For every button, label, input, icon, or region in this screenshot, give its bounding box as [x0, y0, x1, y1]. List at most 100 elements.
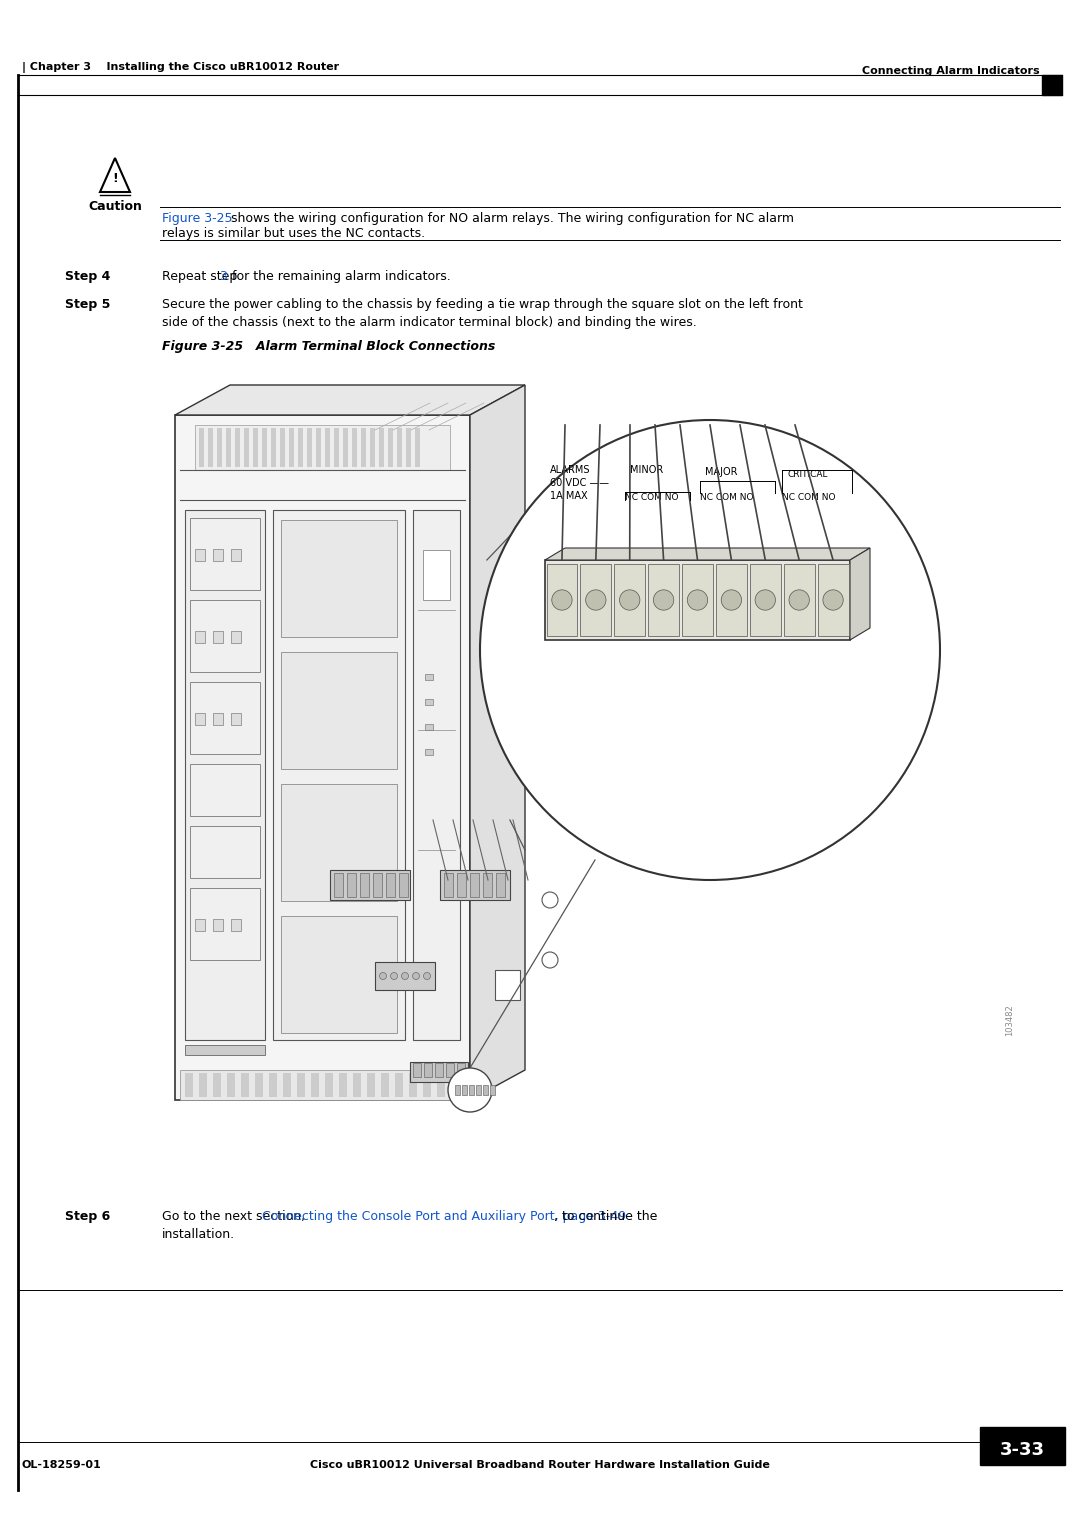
Bar [262, 428, 267, 467]
Bar [185, 510, 265, 1040]
Text: Connecting Alarm Indicators: Connecting Alarm Indicators [862, 66, 1040, 76]
Circle shape [413, 973, 419, 979]
Text: shows the wiring configuration for NO alarm relays. The wiring configuration for: shows the wiring configuration for NO al… [227, 212, 794, 224]
Text: relays is similar but uses the NC contacts.: relays is similar but uses the NC contac… [162, 228, 426, 240]
Text: Cisco uBR10012 Universal Broadband Router Hardware Installation Guide: Cisco uBR10012 Universal Broadband Route… [310, 1460, 770, 1471]
Circle shape [755, 589, 775, 611]
Bar [426, 750, 433, 754]
Bar [423, 550, 450, 600]
Bar [367, 1073, 375, 1096]
Bar [231, 550, 241, 560]
Bar [395, 1073, 403, 1096]
Bar [426, 699, 433, 705]
Bar [388, 428, 393, 467]
Bar [334, 428, 339, 467]
Bar [375, 962, 435, 989]
Text: !: ! [112, 171, 118, 185]
Bar [496, 873, 505, 896]
Bar [457, 873, 465, 896]
Bar [483, 1086, 488, 1095]
Bar [269, 1073, 276, 1096]
Text: for the remaining alarm indicators.: for the remaining alarm indicators. [228, 270, 450, 282]
Bar [451, 1073, 459, 1096]
Text: side of the chassis (next to the alarm indicator terminal block) and binding the: side of the chassis (next to the alarm i… [162, 316, 697, 328]
Bar [231, 631, 241, 643]
Bar [426, 724, 433, 730]
Bar [343, 428, 348, 467]
Bar [325, 428, 330, 467]
Bar [281, 916, 397, 1032]
Bar [455, 1086, 460, 1095]
Bar [440, 870, 510, 899]
Bar [231, 919, 241, 931]
Bar [347, 873, 356, 896]
Bar [546, 563, 578, 637]
Bar [226, 428, 231, 467]
Text: 3: 3 [219, 270, 227, 282]
Text: Step 6: Step 6 [65, 1209, 110, 1223]
Bar [980, 1428, 1065, 1464]
Bar [370, 428, 375, 467]
Text: Go to the next section,: Go to the next section, [162, 1209, 309, 1223]
Bar [457, 1063, 465, 1077]
Bar [185, 1073, 193, 1096]
Bar [235, 428, 240, 467]
Bar [190, 600, 260, 672]
Bar [426, 673, 433, 680]
Bar [483, 873, 492, 896]
Circle shape [552, 589, 572, 611]
Text: NC COM NO: NC COM NO [700, 493, 754, 502]
Bar [818, 563, 849, 637]
Bar [195, 550, 205, 560]
Bar [462, 1086, 467, 1095]
Bar [280, 428, 285, 467]
Bar [190, 889, 260, 960]
Bar [190, 826, 260, 878]
Bar [289, 428, 294, 467]
Polygon shape [545, 548, 870, 560]
Circle shape [620, 589, 639, 611]
Text: Figure 3-25: Figure 3-25 [162, 212, 232, 224]
Bar [397, 428, 402, 467]
Bar [227, 1073, 235, 1096]
Bar [253, 428, 258, 467]
Circle shape [448, 1067, 492, 1112]
Text: 1A MAX: 1A MAX [550, 492, 588, 501]
Text: Step 5: Step 5 [65, 298, 110, 312]
Bar [470, 873, 480, 896]
Bar [406, 428, 411, 467]
Bar [241, 1073, 249, 1096]
Text: MINOR: MINOR [630, 466, 663, 475]
Bar [281, 521, 397, 637]
Bar [213, 631, 222, 643]
Bar [271, 428, 276, 467]
Bar [444, 873, 453, 896]
Bar [373, 873, 382, 896]
Circle shape [391, 973, 397, 979]
Circle shape [789, 589, 809, 611]
Bar [316, 428, 321, 467]
Circle shape [423, 973, 431, 979]
Text: Alarm Terminal Block Connections: Alarm Terminal Block Connections [234, 341, 496, 353]
Text: , to continue the: , to continue the [554, 1209, 658, 1223]
Text: installation.: installation. [162, 1228, 235, 1241]
Bar [213, 1073, 221, 1096]
Text: | Chapter 3    Installing the Cisco uBR10012 Router: | Chapter 3 Installing the Cisco uBR1001… [22, 63, 339, 73]
Circle shape [721, 589, 742, 611]
Circle shape [585, 589, 606, 611]
Bar [213, 713, 222, 725]
Bar [495, 970, 519, 1000]
Bar [361, 428, 366, 467]
Text: 103482: 103482 [1005, 1005, 1014, 1035]
Bar [379, 428, 384, 467]
Text: Caution: Caution [89, 200, 141, 212]
Bar [213, 919, 222, 931]
Bar [195, 713, 205, 725]
Bar [446, 1063, 454, 1077]
Bar [648, 563, 679, 637]
Bar [435, 1063, 443, 1077]
Bar [469, 1086, 474, 1095]
Text: 60 VDC ——: 60 VDC —— [550, 478, 609, 489]
Bar [298, 428, 303, 467]
Bar [580, 563, 611, 637]
